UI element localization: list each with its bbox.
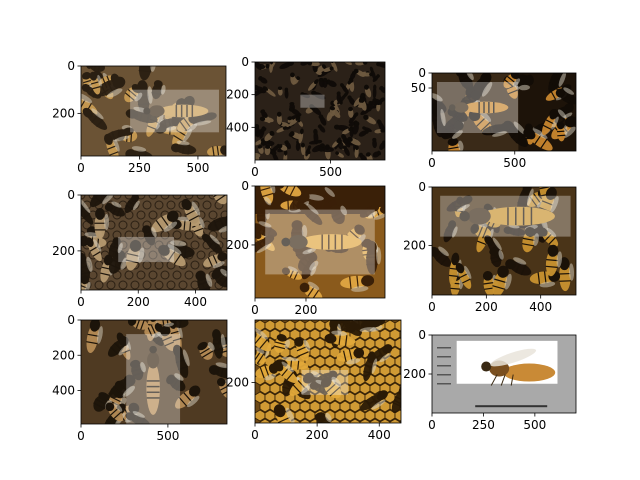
panel-photo — [432, 187, 576, 295]
image-panel: 0 200 400 0 200 — [403, 180, 577, 314]
highlight-box — [130, 89, 219, 133]
highlight-box — [457, 341, 558, 384]
y-tick-label: 200 — [52, 348, 75, 362]
x-tick-label: 250 — [472, 418, 495, 432]
y-tick-label: 200 — [226, 375, 249, 389]
x-tick-label: 500 — [523, 418, 546, 432]
x-tick-label: 400 — [184, 295, 207, 309]
highlight-box — [436, 82, 519, 133]
x-tick-label: 400 — [529, 300, 552, 314]
x-tick-label: 0 — [77, 161, 85, 175]
x-tick-label: 0 — [77, 295, 85, 309]
highlight-box — [440, 195, 571, 237]
panel-frame — [254, 319, 402, 424]
highlight-box — [126, 334, 181, 424]
y-tick-label: 0 — [241, 55, 249, 69]
panel-frame — [431, 186, 577, 296]
y-tick-label: 200 — [52, 106, 75, 120]
x-tick-label: 250 — [128, 161, 151, 175]
panel-frame — [80, 65, 227, 157]
x-tick-label: 500 — [186, 161, 209, 175]
y-tick-label: 0 — [418, 328, 426, 342]
x-tick-label: 0 — [251, 165, 259, 179]
panel-photo — [81, 320, 227, 424]
x-tick-label: 500 — [319, 165, 342, 179]
y-tick-label: 0 — [241, 179, 249, 193]
image-panel: 0 250 500 0 200 — [52, 59, 227, 175]
panel-photo — [432, 335, 576, 413]
x-tick-label: 0 — [251, 428, 259, 442]
y-tick-label: 200 — [226, 88, 249, 102]
y-tick-label: 0 — [67, 188, 75, 202]
panel-frame — [80, 194, 228, 291]
x-tick-label: 200 — [295, 303, 318, 317]
image-panel: 0 200 0 200 — [226, 179, 386, 317]
x-tick-label: 200 — [475, 300, 498, 314]
panel-photo — [81, 195, 227, 290]
y-tick-label: 200 — [403, 367, 426, 381]
y-tick-label: 200 — [226, 238, 249, 252]
y-tick-label: 50 — [411, 81, 426, 95]
x-tick-label: 0 — [428, 418, 436, 432]
y-tick-label: 200 — [403, 238, 426, 252]
panel-frame — [431, 72, 577, 152]
x-tick-label: 200 — [306, 428, 329, 442]
highlight-box — [265, 209, 375, 275]
y-tick-label: 0 — [418, 66, 426, 80]
y-tick-label: 0 — [67, 59, 75, 73]
y-tick-label: 0 — [67, 313, 75, 327]
panel-photo — [255, 62, 385, 160]
panel-frame — [254, 185, 386, 299]
x-tick-label: 500 — [503, 156, 526, 170]
image-panel: 0 500 0 200 400 — [226, 55, 386, 179]
panel-photo — [432, 73, 576, 151]
panel-frame — [80, 319, 228, 425]
x-tick-label: 200 — [127, 295, 150, 309]
y-tick-label: 400 — [52, 384, 75, 398]
image-panel: 0 500 0 200 400 — [52, 313, 228, 443]
x-tick-label: 0 — [77, 429, 85, 443]
x-tick-label: 0 — [428, 300, 436, 314]
image-panel: 0 200 400 200 — [226, 319, 402, 442]
y-tick-label: 200 — [52, 244, 75, 258]
x-tick-label: 400 — [368, 428, 391, 442]
image-panel: 0 200 400 0 200 — [52, 188, 228, 309]
highlight-box — [301, 369, 349, 395]
x-tick-label: 0 — [251, 303, 259, 317]
x-tick-label: 500 — [156, 429, 179, 443]
highlight-box — [118, 236, 175, 263]
y-tick-label: 400 — [226, 120, 249, 134]
x-tick-label: 0 — [428, 156, 436, 170]
panel-frame — [254, 61, 386, 161]
highlight-box — [300, 94, 325, 108]
y-tick-label: 0 — [418, 180, 426, 194]
image-panel: 0 250 500 0 200 — [403, 328, 577, 432]
panel-photo — [255, 186, 385, 298]
panel-photo — [81, 66, 226, 156]
